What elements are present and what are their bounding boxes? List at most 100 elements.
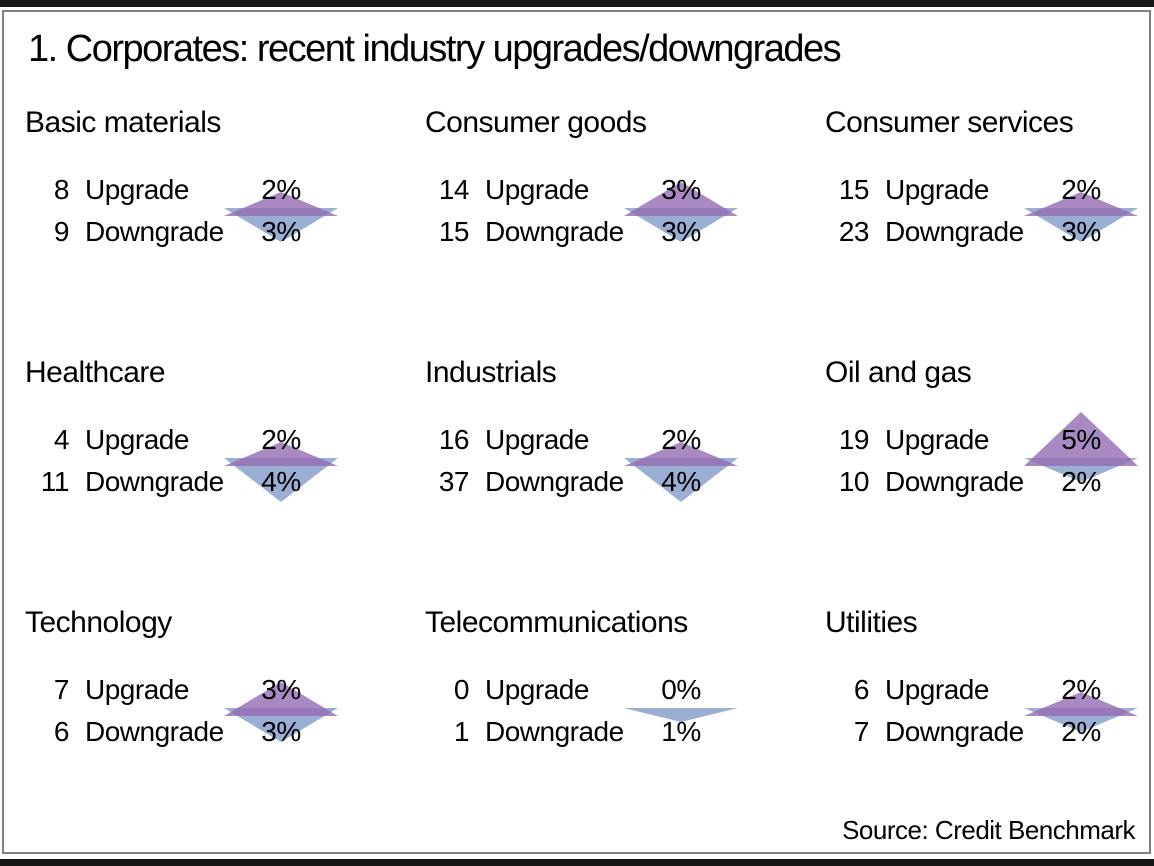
up-down-diamond-shape (224, 442, 338, 502)
upgrade-count: 4 (53, 424, 70, 455)
downgrade-percent: 2% (1061, 466, 1101, 497)
sector-title: Telecommunications (425, 606, 688, 639)
downgrade-label: Downgrade (885, 216, 1024, 247)
downgrade-percent: 1% (661, 716, 701, 747)
up-down-diamond-shape (624, 182, 738, 242)
downgrade-count: 37 (438, 466, 470, 497)
downgrade-percent: 3% (261, 216, 301, 247)
downgrade-percent: 4% (661, 466, 701, 497)
sector-title: Healthcare (25, 356, 166, 389)
upgrade-percent: 2% (661, 424, 701, 455)
sector-title: Utilities (825, 606, 918, 639)
up-down-diamond-shape (224, 192, 338, 242)
up-down-diamond-shape (1024, 412, 1138, 482)
upgrade-percent: 2% (1061, 674, 1101, 705)
sector-rows: 19 Upgrade 5% 10 Downgrade 2% (825, 419, 1145, 503)
sector-rows: 8 Upgrade 2% 9 Downgrade 3% (25, 169, 425, 253)
upgrade-count: 8 (53, 174, 70, 205)
upgrade-label: Upgrade (485, 424, 589, 455)
upgrade-row: 6 Upgrade 2% (825, 669, 1145, 711)
upgrade-label: Upgrade (885, 424, 989, 455)
upgrade-count: 0 (453, 674, 470, 705)
sector-title: Basic materials (25, 106, 221, 139)
sector-title: Consumer goods (425, 106, 647, 139)
upgrade-count: 14 (438, 174, 470, 205)
downgrade-label: Downgrade (485, 216, 624, 247)
downgrade-row: 9 Downgrade 3% (25, 211, 425, 253)
upgrade-percent: 3% (261, 674, 301, 705)
downgrade-row: 10 Downgrade 2% (825, 461, 1145, 503)
upgrade-row: 16 Upgrade 2% (425, 419, 825, 461)
chart-frame: 1. Corporates: recent industry upgrades/… (2, 10, 1151, 854)
sector-consumer-goods: Consumer goods 14 Upgrade 3% 15 Downgrad… (425, 100, 825, 350)
upgrade-row: 7 Upgrade 3% (25, 669, 425, 711)
upgrade-row: 8 Upgrade 2% (25, 169, 425, 211)
top-edge-bar (0, 0, 1154, 7)
downgrade-count: 7 (853, 716, 870, 747)
upgrade-percent: 5% (1061, 424, 1101, 455)
up-down-diamond-shape (224, 682, 338, 742)
downgrade-row: 15 Downgrade 3% (425, 211, 825, 253)
downgrade-count: 10 (838, 466, 870, 497)
sector-rows: 7 Upgrade 3% 6 Downgrade 3% (25, 669, 425, 753)
downgrade-label: Downgrade (885, 466, 1024, 497)
upgrade-percent: 3% (661, 174, 701, 205)
sector-rows: 16 Upgrade 2% 37 Downgrade 4% (425, 419, 825, 503)
up-down-diamond-shape (624, 708, 738, 722)
upgrade-label: Upgrade (85, 674, 189, 705)
up-down-diamond-shape (1024, 192, 1138, 242)
downgrade-percent: 3% (661, 216, 701, 247)
sector-grid: Basic materials 8 Upgrade 2% 9 Downgrade… (25, 100, 1145, 850)
sector-title: Consumer services (825, 106, 1074, 139)
downgrade-row: 23 Downgrade 3% (825, 211, 1145, 253)
downgrade-count: 11 (40, 466, 70, 497)
sector-rows: 4 Upgrade 2% 11 Downgrade 4% (25, 419, 425, 503)
upgrade-percent: 2% (261, 174, 301, 205)
downgrade-count: 1 (453, 716, 470, 747)
sector-telecommunications: Telecommunications 0 Upgrade 0% 1 Downgr… (425, 600, 825, 850)
figure-title: 1. Corporates: recent industry upgrades/… (28, 28, 842, 70)
downgrade-label: Downgrade (85, 716, 224, 747)
sector-title: Industrials (425, 356, 557, 389)
upgrade-row: 14 Upgrade 3% (425, 169, 825, 211)
sector-rows: 15 Upgrade 2% 23 Downgrade 3% (825, 169, 1145, 253)
downgrade-count: 15 (438, 216, 470, 247)
downgrade-label: Downgrade (485, 466, 624, 497)
up-down-diamond-shape (624, 442, 738, 502)
downgrade-row: 1 Downgrade 1% (425, 711, 825, 753)
downgrade-row: 7 Downgrade 2% (825, 711, 1145, 753)
upgrade-label: Upgrade (85, 424, 189, 455)
downgrade-row: 37 Downgrade 4% (425, 461, 825, 503)
source-caption: Source: Credit Benchmark (842, 815, 1135, 845)
upgrade-row: 4 Upgrade 2% (25, 419, 425, 461)
sector-oil-and-gas: Oil and gas 19 Upgrade 5% 10 Downgrade 2… (825, 350, 1145, 600)
sector-title: Oil and gas (825, 356, 972, 389)
upgrade-percent: 2% (261, 424, 301, 455)
downgrade-row: 6 Downgrade 3% (25, 711, 425, 753)
bottom-edge-bar (0, 859, 1154, 866)
downgrade-percent: 4% (261, 466, 301, 497)
upgrade-row: 19 Upgrade 5% (825, 419, 1145, 461)
upgrade-row: 15 Upgrade 2% (825, 169, 1145, 211)
downgrade-count: 9 (53, 216, 70, 247)
sector-basic-materials: Basic materials 8 Upgrade 2% 9 Downgrade… (25, 100, 425, 350)
upgrade-count: 6 (853, 674, 870, 705)
sector-utilities: Utilities 6 Upgrade 2% 7 Downgrade 2% (825, 600, 1145, 850)
sector-title: Technology (25, 606, 172, 639)
downgrade-label: Downgrade (885, 716, 1024, 747)
sector-industrials: Industrials 16 Upgrade 2% 37 Downgrade 4… (425, 350, 825, 600)
upgrade-label: Upgrade (485, 174, 589, 205)
upgrade-label: Upgrade (885, 674, 989, 705)
downgrade-label: Downgrade (85, 466, 224, 497)
downgrade-percent: 3% (1061, 216, 1101, 247)
downgrade-label: Downgrade (85, 216, 224, 247)
up-down-diamond-shape (1024, 692, 1138, 732)
downgrade-percent: 3% (261, 716, 301, 747)
downgrade-count: 23 (838, 216, 870, 247)
sector-consumer-services: Consumer services 15 Upgrade 2% 23 Downg… (825, 100, 1145, 350)
downgrade-label: Downgrade (485, 716, 624, 747)
downgrade-row: 11 Downgrade 4% (25, 461, 425, 503)
upgrade-label: Upgrade (885, 174, 989, 205)
upgrade-row: 0 Upgrade 0% (425, 669, 825, 711)
downgrade-percent: 2% (1061, 716, 1101, 747)
